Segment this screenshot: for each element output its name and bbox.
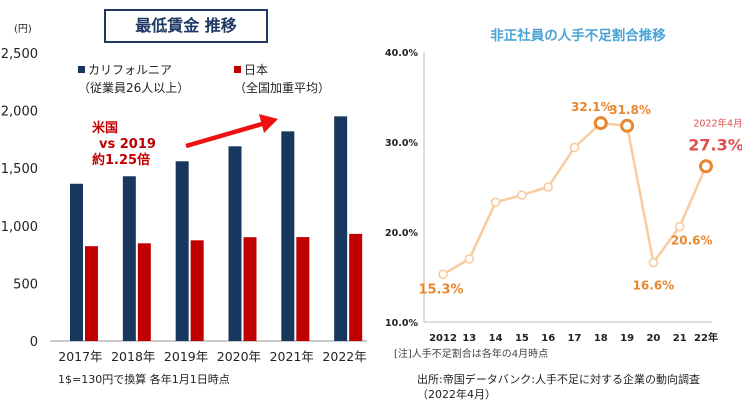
data-point xyxy=(517,190,527,200)
x-tick-label: 17 xyxy=(568,333,582,344)
data-label: 16.6% xyxy=(633,279,675,293)
data-label: 27.3% xyxy=(688,135,742,154)
data-label: 32.1% xyxy=(571,100,613,114)
y-tick-label: 2,500 xyxy=(1,47,38,62)
legend-label-japan: 日本 xyxy=(244,63,268,77)
bar-california xyxy=(175,161,189,341)
data-label-caption: 2022年4月 xyxy=(693,117,742,129)
annotation-arrow-shaft xyxy=(185,121,263,149)
bar-california xyxy=(334,116,348,341)
legend-swatch-japan xyxy=(234,66,241,73)
annotation-line-2: vs 2019 xyxy=(99,137,156,152)
x-tick-label: 2021年 xyxy=(270,349,314,364)
left-footnote: 1$=130円で換算 各年1月1日時点 xyxy=(58,373,230,386)
data-point xyxy=(648,257,659,268)
x-tick-label: 14 xyxy=(489,333,503,344)
x-tick-label: 19 xyxy=(620,333,634,344)
left-chart-title: 最低賃金 推移 xyxy=(104,9,268,43)
bar-japan xyxy=(137,243,151,341)
y-tick-label: 1,500 xyxy=(1,162,38,177)
x-tick-label: 2020年 xyxy=(217,349,261,364)
y-tick-label: 0 xyxy=(30,335,38,350)
y-tick-label: 500 xyxy=(13,277,38,292)
source-note: 出所:帝国データバンク:人手不足に対する企業の動向調査 xyxy=(417,373,700,386)
data-label: 15.3% xyxy=(418,282,463,297)
legend-label-california: カリフォルニア xyxy=(88,63,172,77)
y-tick-label: 10.0% xyxy=(385,318,418,329)
highlight-point xyxy=(593,116,608,131)
legend-swatch-california xyxy=(78,66,85,73)
bar-japan xyxy=(243,237,257,341)
x-tick-label: 21 xyxy=(673,333,687,344)
annotation-arrow-head xyxy=(259,114,278,133)
bar-california xyxy=(228,146,242,341)
annotation-line-3: 約1.25倍 xyxy=(92,152,150,168)
x-tick-label: 15 xyxy=(515,333,529,344)
y-tick-label: 40.0% xyxy=(385,48,418,59)
highlight-point xyxy=(699,159,713,174)
x-tick-label: 2012 xyxy=(429,333,457,344)
bar-japan xyxy=(190,240,204,341)
data-label: 31.8% xyxy=(609,103,651,117)
legend-sub-japan: （全国加重平均） xyxy=(234,80,330,95)
data-point xyxy=(490,197,501,208)
legend-sub-california: （従業員26人以上） xyxy=(78,81,189,95)
y-tick-label: 20.0% xyxy=(385,228,418,239)
x-tick-label: 16 xyxy=(541,333,555,344)
source-date: （2022年4月） xyxy=(417,388,496,401)
y-tick-label: 30.0% xyxy=(385,138,418,149)
annotation-line-1: 米国 xyxy=(92,120,118,136)
y-tick-label: 2,000 xyxy=(1,105,38,120)
x-tick-label: 13 xyxy=(462,333,476,344)
x-tick-label: 2022年 xyxy=(322,349,366,364)
data-point xyxy=(674,221,685,232)
bar-japan xyxy=(296,237,310,341)
bar-california xyxy=(281,131,295,341)
x-tick-label: 2019年 xyxy=(164,349,208,364)
x-tick-label: 22年 xyxy=(694,331,718,344)
x-tick-label: 2017年 xyxy=(58,349,102,364)
bar-california xyxy=(122,176,136,341)
x-tick-label: 2018年 xyxy=(111,349,155,364)
x-tick-label: 18 xyxy=(594,333,608,344)
data-point xyxy=(438,269,448,280)
data-point xyxy=(569,142,580,153)
x-tick-label: 20 xyxy=(646,333,660,344)
highlight-point xyxy=(620,118,635,133)
right-chart-title: 非正社員の人手不足割合推移 xyxy=(490,27,666,44)
data-label: 20.6% xyxy=(671,234,713,248)
data-point xyxy=(464,254,475,264)
y-tick-label: 1,000 xyxy=(1,220,38,235)
bar-japan xyxy=(349,233,363,341)
bar-california xyxy=(70,183,83,341)
y-unit-label: (円) xyxy=(14,24,32,35)
bar-japan xyxy=(85,246,98,341)
right-footnote: [注]人手不足割合は各年の4月時点 xyxy=(394,349,549,360)
data-point xyxy=(543,182,554,192)
